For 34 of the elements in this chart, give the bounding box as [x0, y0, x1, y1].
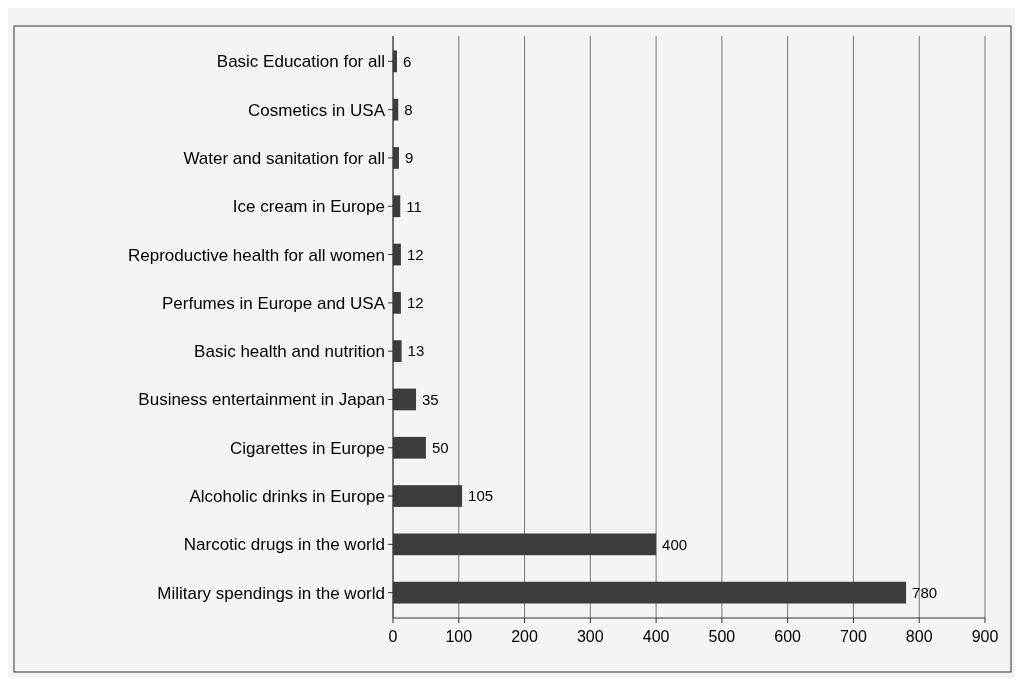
data-label: 400: [662, 535, 688, 553]
data-label: 11: [406, 197, 422, 215]
y-tick-label: Ice cream in Europe: [232, 197, 385, 217]
y-tick-label: Water and sanitation for all: [183, 148, 385, 168]
y-tick-label: Cigarettes in Europe: [230, 438, 385, 458]
x-tick-label: 800: [905, 628, 933, 645]
x-tick-label: 100: [445, 628, 473, 645]
data-label: 8: [404, 100, 413, 118]
data-label: 12: [406, 294, 424, 312]
y-tick-label: Narcotic drugs in the world: [183, 535, 385, 555]
x-tick-label: 300: [576, 628, 604, 645]
y-tick-label: Business entertainment in Japan: [138, 390, 385, 410]
x-tick-label: 0: [388, 628, 398, 645]
y-tick-label: Basic Education for all: [216, 52, 385, 72]
y-tick-label: Perfumes in Europe and USA: [161, 293, 386, 313]
x-tick-label: 500: [708, 628, 736, 645]
data-label: 6: [402, 52, 412, 70]
y-tick-label: Military spendings in the world: [157, 583, 385, 603]
data-label: 13: [407, 342, 425, 360]
y-tick-label: Reproductive health for all women: [127, 245, 385, 265]
data-label: 12: [406, 245, 424, 263]
x-tick-label: 400: [642, 628, 670, 645]
data-label: 780: [912, 583, 938, 601]
x-tick-label: 700: [840, 628, 867, 645]
data-label: 105: [468, 487, 494, 505]
x-tick-label: 600: [774, 628, 802, 645]
data-label: 9: [404, 149, 414, 167]
y-tick-label: Alcoholic drinks in Europe: [189, 487, 385, 506]
data-label: 35: [422, 390, 439, 408]
x-tick-label: 900: [971, 628, 999, 645]
x-tick-label: 200: [511, 628, 538, 645]
y-tick-label: Basic health and nutrition: [194, 342, 385, 362]
y-tick-label: Cosmetics in USA: [248, 100, 386, 120]
data-label: 50: [431, 439, 449, 456]
